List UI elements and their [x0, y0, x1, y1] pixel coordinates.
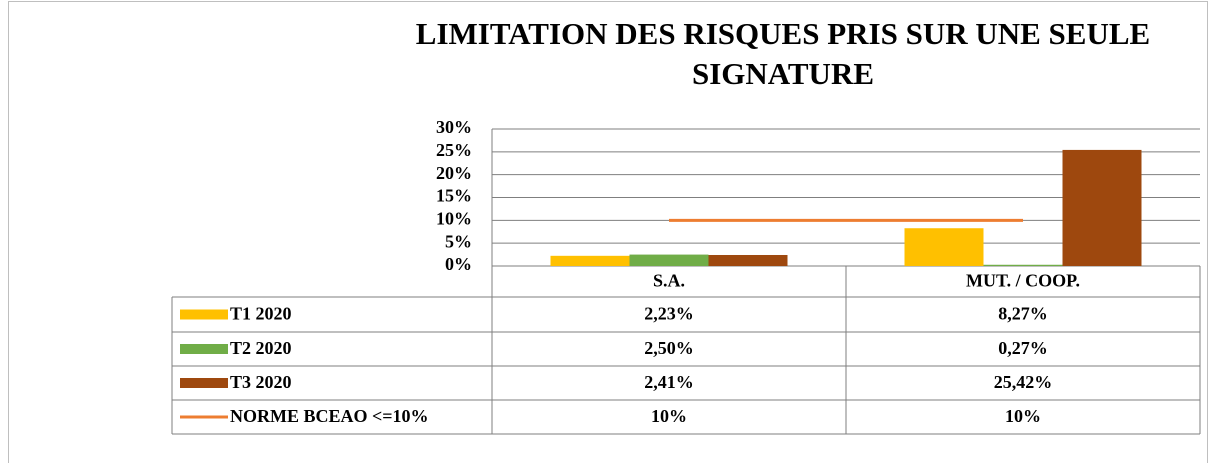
- x-tick-label: S.A.: [653, 271, 685, 291]
- bar: [708, 254, 788, 266]
- bar: [1062, 149, 1142, 266]
- bar: [629, 254, 709, 266]
- legend-key: [180, 309, 228, 320]
- bar: [904, 228, 984, 266]
- data-label: 0,27%: [998, 338, 1048, 358]
- y-tick-label: 5%: [445, 231, 472, 251]
- frame: [8, 1, 1208, 463]
- y-tick-label: 25%: [436, 140, 472, 160]
- y-tick-label: 0%: [445, 254, 472, 274]
- data-label: 2,23%: [644, 304, 694, 324]
- legend-label: NORME BCEAO <=10%: [230, 406, 429, 426]
- bar: [550, 255, 630, 266]
- legend-label: T1 2020: [230, 304, 292, 324]
- y-tick-label: 20%: [436, 163, 472, 183]
- y-tick-label: 15%: [436, 186, 472, 206]
- data-label: 10%: [651, 406, 687, 426]
- legend-key: [180, 378, 228, 388]
- y-tick-label: 10%: [436, 208, 472, 228]
- y-tick-label: 30%: [436, 117, 472, 137]
- data-label: 2,41%: [644, 372, 694, 392]
- legend-key: [180, 344, 228, 354]
- data-label: 2,50%: [644, 338, 694, 358]
- x-tick-label: MUT. / COOP.: [966, 271, 1080, 291]
- data-label: 10%: [1005, 406, 1041, 426]
- legend-label: T2 2020: [230, 338, 292, 358]
- legend-label: T3 2020: [230, 372, 292, 392]
- bar: [983, 264, 1063, 266]
- chart-title: LIMITATION DES RISQUES PRIS SUR UNE SEUL…: [415, 16, 1151, 91]
- data-label: 8,27%: [998, 304, 1048, 324]
- data-label: 25,42%: [994, 372, 1053, 392]
